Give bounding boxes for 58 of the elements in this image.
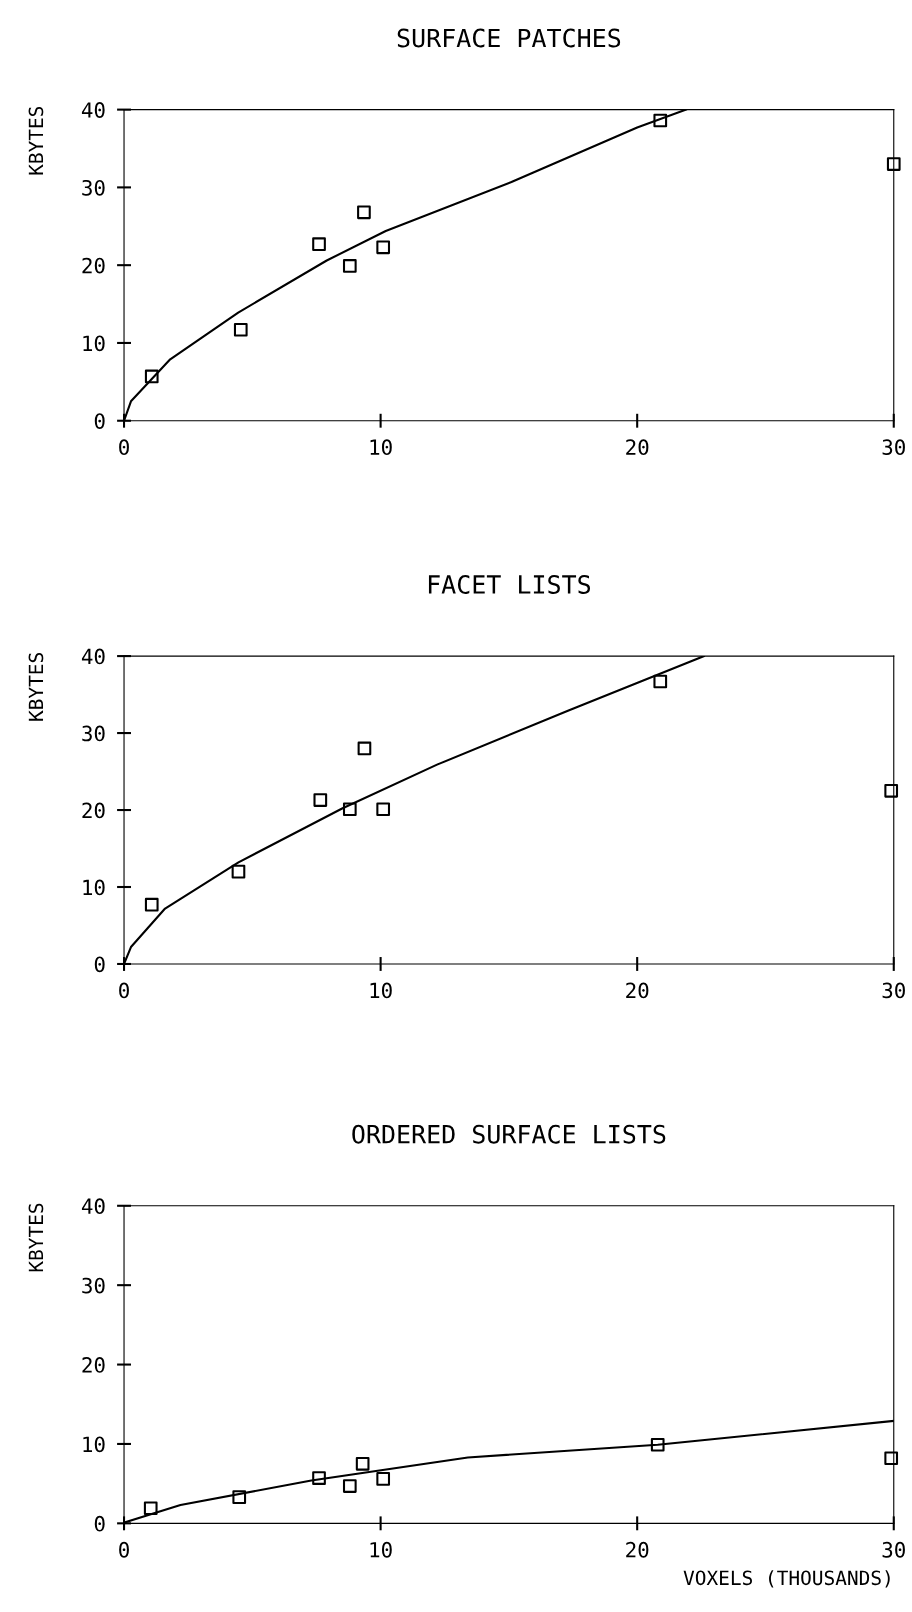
y-tick-label: 40: [81, 648, 105, 665]
point: [143, 1501, 158, 1516]
point: [357, 741, 372, 756]
point: [886, 157, 901, 171]
y-tick-label: 30: [82, 179, 105, 196]
point: [650, 1437, 665, 1452]
point: [376, 240, 391, 255]
y-tick-label: 30: [82, 1277, 105, 1294]
y-tick-label: 40: [81, 102, 105, 118]
y-tick-label: 0: [94, 1515, 105, 1532]
point: [653, 113, 668, 128]
y-tick-label: 10: [83, 335, 105, 352]
y-tick-label: 10: [83, 1436, 105, 1453]
y-axis-title: KBYTES: [28, 1203, 44, 1272]
point: [313, 793, 328, 807]
x-axis-title: VOXELS (THOUSANDS): [683, 1570, 890, 1588]
point: [342, 1479, 357, 1493]
point: [144, 369, 159, 384]
x-tick-label: 20: [626, 982, 649, 999]
point: [357, 205, 371, 220]
x-tick-label: 20: [626, 439, 649, 456]
chart-title: FACET LISTS: [428, 575, 591, 594]
y-tick-label: 30: [82, 725, 105, 742]
point: [144, 897, 159, 912]
x-tick-label: 30: [882, 982, 905, 999]
point: [376, 802, 391, 817]
x-tick-label: 0: [119, 982, 129, 999]
x-tick-label: 0: [119, 439, 129, 456]
y-tick-label: 20: [82, 1357, 105, 1373]
x-tick-label: 10: [370, 1541, 392, 1558]
point: [884, 783, 899, 798]
point: [376, 1472, 391, 1486]
y-tick-label: 0: [94, 956, 105, 973]
y-tick-label: 0: [94, 413, 105, 429]
x-tick-label: 10: [370, 439, 392, 456]
point: [233, 322, 248, 337]
point: [312, 1471, 326, 1485]
y-tick-label: 20: [82, 802, 105, 819]
point: [653, 674, 668, 689]
chart-title: ORDERED SURFACE LISTS: [352, 1124, 666, 1144]
x-tick-label: 0: [119, 1541, 129, 1558]
point: [232, 1490, 247, 1504]
x-tick-label: 30: [882, 439, 905, 456]
point: [312, 237, 326, 252]
x-tick-label: 10: [370, 982, 392, 999]
y-tick-label: 10: [83, 879, 105, 896]
point: [355, 1456, 370, 1471]
point: [231, 864, 246, 879]
y-tick-label: 20: [82, 257, 105, 274]
point: [884, 1451, 899, 1466]
chart-title: SURFACE PATCHES: [397, 28, 621, 48]
y-tick-label: 40: [81, 1198, 105, 1215]
y-axis-title: KBYTES: [28, 653, 44, 721]
y-axis-title: KBYTES: [28, 106, 44, 175]
x-tick-label: 30: [882, 1541, 905, 1558]
point: [342, 802, 357, 817]
point: [342, 259, 357, 273]
x-tick-label: 20: [626, 1541, 649, 1558]
